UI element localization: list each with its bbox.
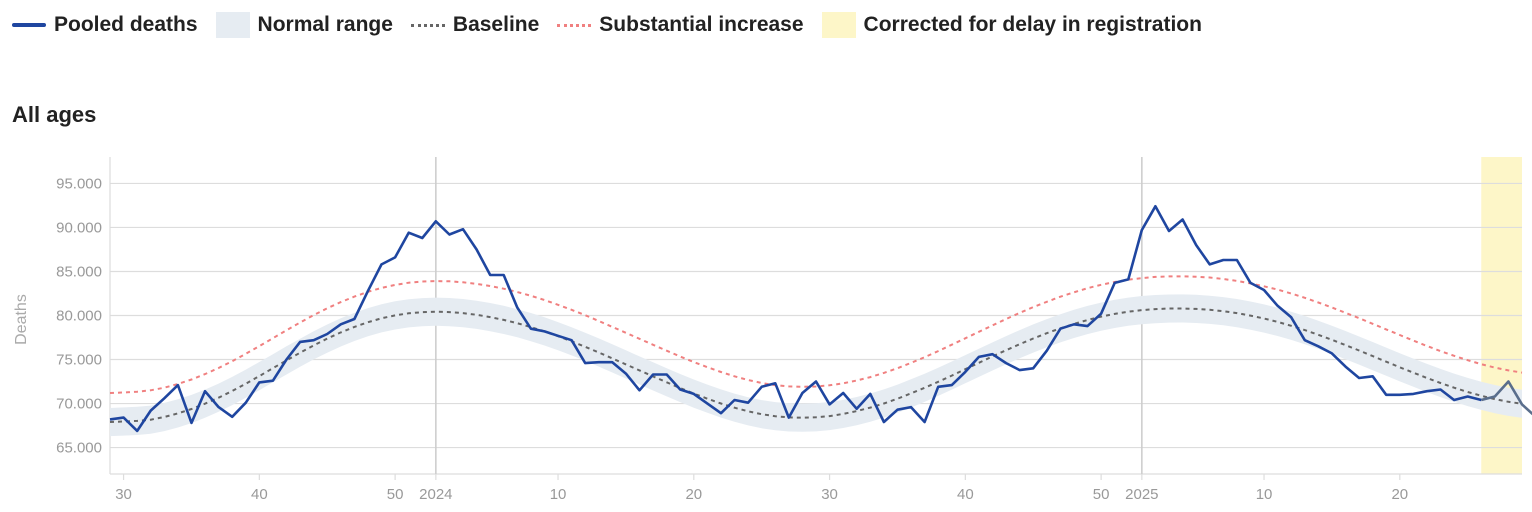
x-tick-label: 50 <box>1093 486 1110 503</box>
legend-item-normal-range[interactable]: Normal range <box>215 12 393 38</box>
x-tick-label: 40 <box>251 486 268 503</box>
legend: Pooled deaths Normal range Baseline Subs… <box>12 12 1220 38</box>
x-tick-label: 10 <box>1256 486 1273 503</box>
legend-swatch-baseline <box>410 23 445 27</box>
pooled-deaths-corrected-line <box>1480 380 1532 416</box>
y-tick-label: 85.000 <box>56 263 102 280</box>
y-axis-label: Deaths <box>13 294 30 345</box>
legend-swatch-corrected <box>821 12 856 38</box>
legend-swatch-pooled <box>12 23 46 27</box>
y-tick-label: 95.000 <box>56 175 102 192</box>
y-tick-label: 90.000 <box>56 219 102 236</box>
legend-item-corrected[interactable]: Corrected for delay in registration <box>821 12 1202 38</box>
legend-item-substantial-increase[interactable]: Substantial increase <box>557 13 804 37</box>
legend-swatch-substantial <box>557 23 592 27</box>
normal-range-band <box>110 294 1522 437</box>
y-tick-label: 65.000 <box>56 440 102 457</box>
legend-label-corrected: Corrected for delay in registration <box>863 13 1202 36</box>
legend-label-baseline: Baseline <box>452 13 540 36</box>
baseline-line <box>109 307 1523 423</box>
x-tick-label: 30 <box>115 486 132 503</box>
chart-subtitle: All ages <box>12 102 97 127</box>
substantial-increase-line <box>109 275 1523 394</box>
legend-item-baseline[interactable]: Baseline <box>410 13 540 37</box>
x-tick-label: 20 <box>1391 486 1408 503</box>
y-tick-label: 75.000 <box>56 352 102 369</box>
legend-label-pooled: Pooled deaths <box>54 13 198 36</box>
legend-label-substantial: Substantial increase <box>599 13 804 36</box>
x-tick-label: 40 <box>957 486 974 503</box>
x-tick-label: 50 <box>387 486 404 503</box>
legend-item-pooled-deaths[interactable]: Pooled deaths <box>12 13 198 37</box>
y-tick-label: 80.000 <box>56 308 102 325</box>
x-tick-label: 2024 <box>419 486 452 503</box>
legend-label-normal: Normal range <box>257 13 393 36</box>
x-tick-label: 30 <box>821 486 838 503</box>
x-tick-label: 10 <box>550 486 567 503</box>
pooled-deaths-line <box>109 205 1482 433</box>
x-tick-label: 20 <box>685 486 702 503</box>
x-tick-label: 2025 <box>1125 486 1158 503</box>
legend-swatch-normal <box>215 12 250 38</box>
y-tick-label: 70.000 <box>56 396 102 413</box>
